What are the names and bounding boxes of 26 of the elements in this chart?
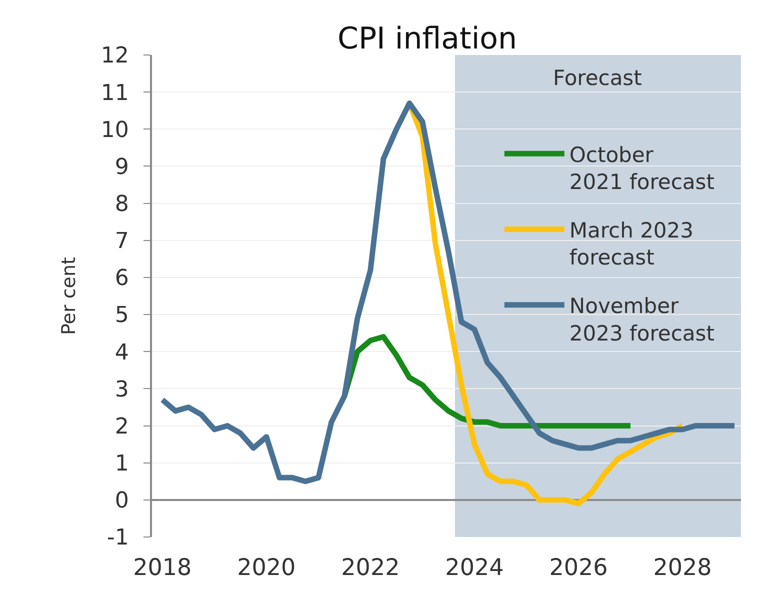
x-tick-label: 2024 <box>445 555 504 581</box>
x-tick-label: 2022 <box>341 555 400 581</box>
x-tick-label: 2026 <box>549 555 608 581</box>
band-label: Forecast <box>553 66 642 90</box>
y-tick-label: 5 <box>114 303 129 328</box>
legend-label: October 2021 forecast <box>569 142 714 194</box>
y-tick-label: 9 <box>114 154 129 180</box>
y-axis-title: Per cent <box>58 257 80 335</box>
legend-label: November 2023 forecast <box>569 294 714 346</box>
x-tick-label: 2028 <box>653 555 712 581</box>
chart-title: CPI inflation <box>338 22 518 56</box>
y-tick-label: 4 <box>114 340 129 366</box>
y-tick-label: 7 <box>114 229 129 254</box>
y-tick-label: 11 <box>100 80 129 106</box>
y-tick-label: 1 <box>114 452 129 477</box>
y-tick-label: 0 <box>114 488 129 514</box>
y-tick-label: 2 <box>114 414 129 440</box>
x-tick-label: 2020 <box>237 555 296 581</box>
y-tick-label: 10 <box>100 118 129 143</box>
y-tick-label: 12 <box>100 44 129 69</box>
y-tick-label: 8 <box>114 192 129 218</box>
x-tick-label: 2018 <box>133 555 192 581</box>
y-tick-label: -1 <box>106 526 129 551</box>
y-tick-label: 6 <box>114 266 129 292</box>
y-tick-label: 3 <box>114 377 129 402</box>
legend-label: March 2023 forecast <box>569 218 694 270</box>
